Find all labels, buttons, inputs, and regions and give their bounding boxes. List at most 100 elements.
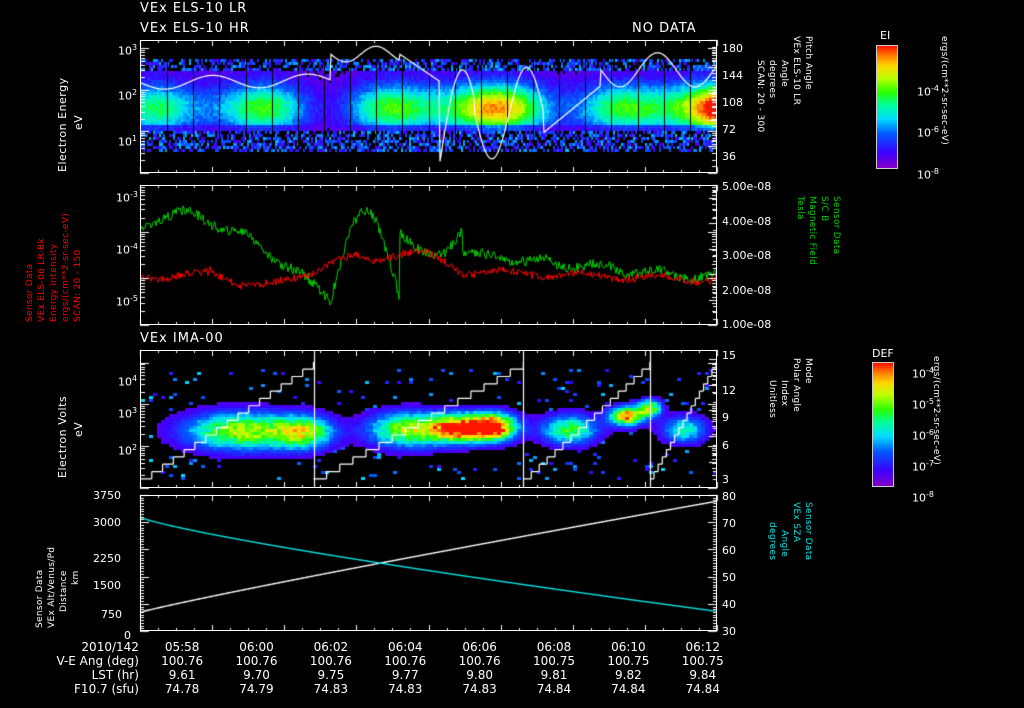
cell: 05:58 bbox=[164, 640, 200, 654]
panel-ima-spectrogram bbox=[140, 350, 717, 488]
panel3-left-axis-units: eV bbox=[72, 421, 85, 437]
panel3-colorbar-tick-0: 10-4 bbox=[912, 366, 934, 381]
panel2-ytick-0: 10-3 bbox=[116, 190, 138, 205]
panel1-y2tick-4: 36 bbox=[722, 150, 736, 163]
panel3-right-axis-name-3: Unitless bbox=[767, 380, 777, 419]
cell: 9.81 bbox=[540, 668, 568, 682]
altitude-sza-canvas bbox=[141, 496, 716, 630]
cell: 74.83 bbox=[313, 682, 349, 696]
cell: 100.76 bbox=[384, 654, 427, 668]
panel1-colorbar-tick-2: 10-8 bbox=[917, 167, 939, 182]
panel1-colorbar-tick-0: 10-4 bbox=[917, 84, 939, 99]
panel3-colorbar-tick-2: 10-6 bbox=[912, 428, 934, 443]
cell: 100.75 bbox=[532, 654, 575, 668]
panel1-right-axis-name-4: SCAN: 20 - 300 bbox=[755, 60, 765, 133]
panel2-y2tick-1: 4.00e-08 bbox=[722, 215, 772, 228]
panel1-ytick-2: 101 bbox=[118, 134, 138, 149]
cell: 06:08 bbox=[536, 640, 572, 654]
cell: 100.76 bbox=[309, 654, 352, 668]
panel4-left-axis-name-1: VEx Alt/Venus/Pd bbox=[47, 546, 57, 628]
cell: 74.83 bbox=[388, 682, 423, 696]
ima-spectrogram-canvas bbox=[141, 351, 716, 487]
panel1-y2tick-2: 108 bbox=[722, 96, 743, 109]
panel4-ytick-1: 3000 bbox=[93, 516, 121, 529]
els-spectrogram-canvas bbox=[141, 41, 716, 172]
cell: 74.84 bbox=[536, 682, 572, 696]
panel3-colorbar bbox=[872, 362, 894, 487]
cell: 74.78 bbox=[164, 682, 200, 696]
panel4-ytick-3: 1500 bbox=[93, 579, 121, 592]
panel4-y2tick-4: 40 bbox=[722, 598, 736, 611]
panel4-left-axis-name-3: km bbox=[71, 570, 81, 585]
panel4-ytick-4: 750 bbox=[101, 608, 122, 621]
row-label-lst: LST (hr) bbox=[91, 668, 139, 682]
cell: 9.84 bbox=[689, 668, 717, 682]
panel3-ytick-0: 104 bbox=[118, 374, 138, 389]
panel3-ytick-2: 102 bbox=[118, 443, 138, 458]
panel2-ytick-2: 10-5 bbox=[116, 294, 138, 309]
cell: 100.75 bbox=[607, 654, 650, 668]
cell: 06:10 bbox=[611, 640, 646, 654]
table-row: 2010/142 05:58 06:00 06:02 06:04 06:06 0… bbox=[0, 640, 740, 654]
panel1-title-hr: VEx ELS-10 HR bbox=[140, 21, 250, 36]
no-data-label: NO DATA bbox=[632, 21, 697, 36]
panel2-y2tick-2: 3.00e-08 bbox=[722, 249, 772, 262]
panel4-y2tick-1: 70 bbox=[722, 517, 736, 530]
panel3-y2tick-0: 15 bbox=[722, 349, 736, 362]
cell: 9.82 bbox=[615, 668, 642, 682]
panel2-right-axis-name-3: Tesla bbox=[795, 196, 805, 220]
panel2-left-axis-name-4: SCAN: 20 - 150 bbox=[73, 249, 83, 322]
panel2-ytick-1: 10-4 bbox=[116, 242, 138, 257]
panel-altitude-sza bbox=[140, 495, 717, 631]
bottom-data-table: 2010/142 05:58 06:00 06:02 06:04 06:06 0… bbox=[0, 640, 1024, 696]
ancillary-table: 2010/142 05:58 06:00 06:02 06:04 06:06 0… bbox=[0, 640, 740, 696]
energy-bfield-canvas bbox=[141, 186, 716, 324]
panel1-title-lr: VEx ELS-10 LR bbox=[140, 1, 248, 16]
panel3-y2tick-4: 3 bbox=[722, 473, 729, 486]
panel1-y2tick-1: 144 bbox=[722, 69, 743, 82]
cell: 74.83 bbox=[462, 682, 497, 696]
table-row: F10.7 (sfu) 74.78 74.79 74.83 74.83 74.8… bbox=[0, 682, 740, 696]
cell: 9.61 bbox=[168, 668, 196, 682]
panel1-right-axis-name-1: VEx ELS-10 LR bbox=[791, 36, 801, 106]
panel3-colorbar-label: DEF bbox=[872, 347, 894, 360]
panel2-y2tick-3: 2.00e-08 bbox=[722, 284, 772, 297]
panel1-y2tick-3: 72 bbox=[722, 123, 736, 136]
panel1-ytick-0: 103 bbox=[118, 43, 138, 58]
panel-energy-intensity-bfield bbox=[140, 185, 717, 325]
panel3-ytick-1: 103 bbox=[118, 406, 138, 421]
panel3-y2tick-1: 12 bbox=[722, 384, 736, 397]
panel4-left-axis-name-2: Distance bbox=[59, 570, 69, 612]
panel2-left-axis-name-0: Sensor Data bbox=[25, 263, 35, 323]
cell: 9.75 bbox=[317, 668, 345, 682]
panel4-right-axis-name-3: degrees bbox=[767, 522, 777, 561]
cell: 06:04 bbox=[387, 640, 423, 654]
panel3-colorbar-tick-4: 10-8 bbox=[912, 490, 934, 505]
panel1-colorbar bbox=[876, 45, 898, 169]
panel1-ytick-1: 102 bbox=[118, 88, 138, 103]
cell: 9.77 bbox=[391, 668, 419, 682]
row-label-ve-ang: V-E Ang (deg) bbox=[56, 654, 139, 668]
cell: 100.75 bbox=[681, 654, 724, 668]
panel4-ytick-2: 2250 bbox=[93, 552, 121, 565]
cell: 06:00 bbox=[239, 640, 274, 654]
panel4-y2tick-5: 30 bbox=[722, 625, 736, 638]
panel3-colorbar-units: ergs/(cm**2-sr-sec-eV) bbox=[931, 356, 941, 466]
panel3-colorbar-tick-3: 10-7 bbox=[912, 459, 934, 474]
panel4-y2tick-0: 80 bbox=[722, 490, 736, 503]
panel2-left-axis-name-2: Energy Intensity bbox=[49, 243, 59, 322]
panel2-left-axis-name-3: ergs/(cm**2-sr-sec-eV) bbox=[61, 212, 71, 322]
panel3-y2tick-2: 9 bbox=[722, 411, 729, 424]
cell: 06:02 bbox=[313, 640, 349, 654]
cell: 74.84 bbox=[611, 682, 646, 696]
panel1-left-axis-units: eV bbox=[72, 114, 85, 130]
row-label-date: 2010/142 bbox=[81, 640, 139, 654]
panel3-left-axis-name: Electron Volts bbox=[56, 395, 69, 478]
cell: 06:12 bbox=[685, 640, 721, 654]
table-row: V-E Ang (deg) 100.76 100.76 100.76 100.7… bbox=[0, 654, 740, 668]
panel3-colorbar-tick-1: 10-5 bbox=[912, 397, 934, 412]
panel2-y2tick-0: 5.00e-08 bbox=[722, 180, 772, 193]
panel1-colorbar-label: EI bbox=[880, 29, 891, 42]
table-row: LST (hr) 9.61 9.70 9.75 9.77 9.80 9.81 9… bbox=[0, 668, 740, 682]
